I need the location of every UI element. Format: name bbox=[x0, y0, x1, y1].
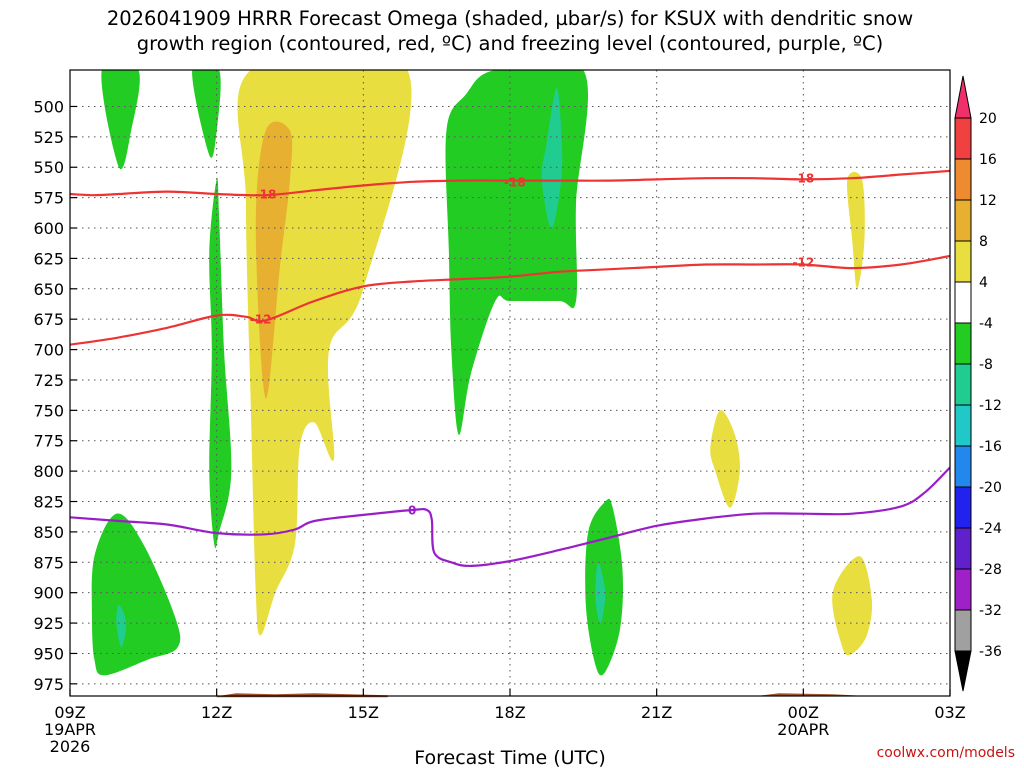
colorbar-box-8 bbox=[954, 445, 972, 488]
colorbar-label-7: -12 bbox=[979, 398, 1002, 414]
colorbar-box-0 bbox=[954, 117, 972, 160]
colorbar-box-3 bbox=[954, 240, 972, 283]
x-axis-label: Forecast Time (UTC) bbox=[414, 747, 605, 768]
grid-lines bbox=[70, 70, 950, 696]
y-tick-label-17: 925 bbox=[33, 614, 64, 633]
y-tick-label-6: 650 bbox=[33, 280, 64, 299]
y-tick-label-18: 950 bbox=[33, 644, 64, 663]
y-tick-label-19: 975 bbox=[33, 675, 64, 694]
y-tick-label-16: 900 bbox=[33, 584, 64, 603]
colorbar-label-10: -24 bbox=[979, 521, 1002, 537]
y-tick-label-11: 775 bbox=[33, 432, 64, 451]
colorbar-box-12 bbox=[954, 609, 972, 652]
y-tick-label-0: 500 bbox=[33, 97, 64, 116]
omega-region-11 bbox=[710, 410, 740, 508]
colorbar-top-arrow bbox=[954, 75, 972, 119]
omega-region-2 bbox=[209, 178, 232, 549]
colorbar-label-13: -36 bbox=[979, 644, 1002, 660]
y-tick-label-9: 725 bbox=[33, 371, 64, 390]
x-tick-year-0: 2026 bbox=[50, 737, 91, 756]
omega-region-6 bbox=[541, 88, 563, 228]
colorbar-box-5 bbox=[954, 322, 972, 365]
colorbar-box-9 bbox=[954, 486, 972, 529]
colorbar-label-5: -4 bbox=[979, 316, 993, 332]
omega-region-10 bbox=[255, 121, 293, 399]
omega-region-1 bbox=[192, 70, 221, 158]
omega-region-0 bbox=[101, 70, 140, 170]
colorbar-label-2: 12 bbox=[979, 193, 997, 209]
contour-label-1-0: -12 bbox=[250, 313, 272, 327]
omega-region-7 bbox=[116, 604, 127, 648]
y-tick-label-4: 600 bbox=[33, 219, 64, 238]
colorbar-label-9: -20 bbox=[979, 480, 1002, 496]
omega-region-4 bbox=[91, 513, 181, 676]
colorbar-box-2 bbox=[954, 199, 972, 242]
colorbar-bottom-arrow bbox=[954, 650, 972, 692]
omega-shading bbox=[91, 70, 873, 676]
x-tick-label-4: 21Z bbox=[641, 703, 672, 722]
temperature-contours: -18 -18 -18 -12 -12 0 bbox=[70, 169, 950, 568]
colorbar-label-8: -16 bbox=[979, 439, 1002, 455]
chart-title-line-2: growth region (contoured, red, ºC) and f… bbox=[137, 32, 884, 55]
y-tick-label-13: 825 bbox=[33, 493, 64, 512]
contour-line-1 bbox=[70, 254, 950, 346]
colorbar-label-3: 8 bbox=[979, 234, 988, 250]
y-tick-label-15: 875 bbox=[33, 553, 64, 572]
colorbar-box-1 bbox=[954, 158, 972, 201]
colorbar-box-10 bbox=[954, 527, 972, 570]
plot-area: -18 -18 -18 -12 -12 0 bbox=[69, 69, 951, 698]
y-tick-label-10: 750 bbox=[33, 401, 64, 420]
y-axis: 500 525 550 575 600 625 650 675 700 725 750 775 800 8… bbox=[33, 97, 77, 694]
contour-label-0-2: -18 bbox=[792, 172, 814, 186]
y-tick-label-1: 525 bbox=[33, 128, 64, 147]
x-tick-label-6: 03Z bbox=[934, 703, 965, 722]
colorbar-label-1: 16 bbox=[979, 152, 997, 168]
colorbar-label-0: 20 bbox=[979, 111, 997, 127]
contour-line-2 bbox=[70, 466, 950, 568]
y-tick-label-3: 575 bbox=[33, 189, 64, 208]
x-tick-label-0: 09Z bbox=[54, 703, 85, 722]
colorbar-label-4: 4 bbox=[979, 275, 988, 291]
colorbar-box-7 bbox=[954, 404, 972, 447]
colorbar-label-6: -8 bbox=[979, 357, 993, 373]
contour-label-2-0: 0 bbox=[408, 504, 416, 518]
x-tick-date-5: 20APR bbox=[777, 720, 829, 739]
contour-label-0-1: -18 bbox=[504, 175, 526, 189]
y-tick-label-2: 550 bbox=[33, 158, 64, 177]
y-tick-label-5: 625 bbox=[33, 249, 64, 268]
x-tick-label-5: 00Z bbox=[788, 703, 819, 722]
colorbar-box-11 bbox=[954, 568, 972, 611]
colorbar-box-6 bbox=[954, 363, 972, 406]
omega-region-13 bbox=[832, 556, 873, 656]
y-tick-label-8: 700 bbox=[33, 341, 64, 360]
colorbar-label-12: -32 bbox=[979, 603, 1002, 619]
colorbar-box-4 bbox=[954, 281, 972, 324]
colorbar-label-11: -28 bbox=[979, 562, 1002, 578]
contour-label-0-0: -18 bbox=[255, 187, 277, 201]
contour-line-0 bbox=[70, 169, 950, 197]
x-tick-label-1: 12Z bbox=[201, 703, 232, 722]
omega-region-12 bbox=[846, 171, 865, 289]
x-tick-label-3: 18Z bbox=[494, 703, 525, 722]
credit-text: coolwx.com/models bbox=[877, 745, 1015, 761]
colorbar: 20 16 12 8 4 -4 -8 -12 -16 -20 -24 -28 -32 -36 bbox=[954, 75, 1002, 692]
chart-title-line-1: 2026041909 HRRR Forecast Omega (shaded, … bbox=[107, 7, 913, 30]
x-tick-date-0: 19APR bbox=[44, 720, 96, 739]
y-tick-label-12: 800 bbox=[33, 462, 64, 481]
y-tick-label-14: 850 bbox=[33, 523, 64, 542]
x-tick-label-2: 15Z bbox=[348, 703, 379, 722]
y-tick-label-7: 675 bbox=[33, 310, 64, 329]
omega-region-8 bbox=[595, 562, 606, 624]
contour-label-1-1: -12 bbox=[792, 256, 814, 270]
